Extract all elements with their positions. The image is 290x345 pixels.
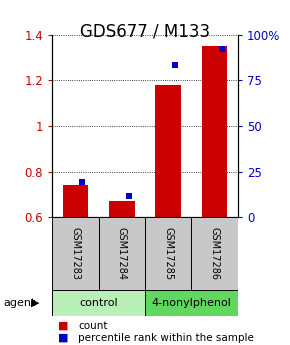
Bar xyxy=(99,217,145,290)
Text: ■: ■ xyxy=(58,321,68,331)
Bar xyxy=(109,201,135,217)
Text: ■: ■ xyxy=(58,333,68,343)
Text: agent: agent xyxy=(3,298,35,308)
Text: GSM17286: GSM17286 xyxy=(210,227,220,280)
Bar xyxy=(52,290,145,316)
Bar xyxy=(52,217,99,290)
Text: GDS677 / M133: GDS677 / M133 xyxy=(80,22,210,40)
Text: 4-nonylphenol: 4-nonylphenol xyxy=(151,298,231,308)
Bar xyxy=(63,185,88,217)
Bar xyxy=(191,217,238,290)
Text: GSM17284: GSM17284 xyxy=(117,227,127,280)
Bar xyxy=(145,290,238,316)
Bar xyxy=(145,217,191,290)
Text: control: control xyxy=(79,298,118,308)
Text: ▶: ▶ xyxy=(31,298,40,308)
Text: count: count xyxy=(78,321,108,331)
Text: percentile rank within the sample: percentile rank within the sample xyxy=(78,333,254,343)
Text: GSM17283: GSM17283 xyxy=(70,227,80,280)
Bar xyxy=(202,46,227,217)
Text: GSM17285: GSM17285 xyxy=(163,227,173,280)
Bar xyxy=(155,85,181,217)
